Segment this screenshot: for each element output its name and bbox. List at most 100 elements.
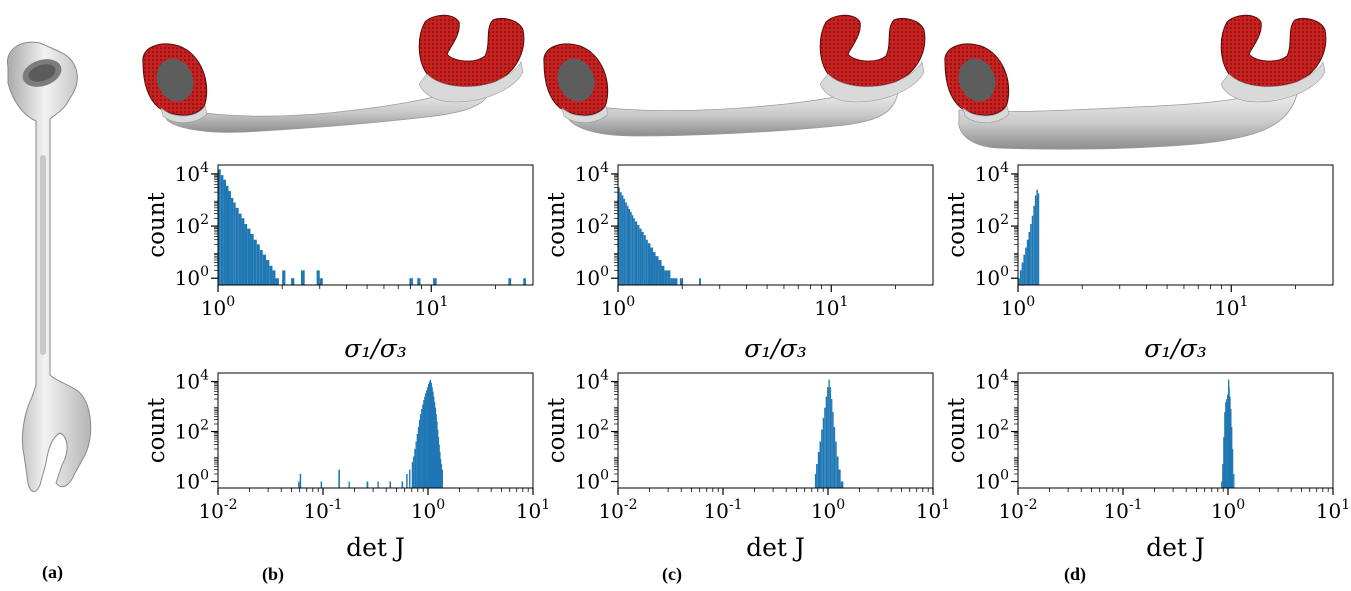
histogram-bar (401, 481, 404, 488)
histogram-bar (653, 252, 656, 285)
histogram-bar (437, 429, 439, 488)
histogram-bar (658, 260, 662, 285)
y-tick-label: 102 (575, 212, 609, 238)
x-tick-label: 10-1 (1103, 497, 1142, 523)
y-tick-label: 100 (975, 468, 1009, 494)
histogram-bar (1033, 205, 1035, 285)
histogram-bar (426, 390, 428, 488)
histogram-bar (423, 400, 425, 488)
subfigure-label-d: (d) (1064, 564, 1086, 584)
histogram-bar (633, 218, 635, 285)
histogram-bar (298, 481, 300, 488)
histogram-bar (420, 414, 422, 488)
histogram-bar (827, 387, 829, 488)
histogram-bar (828, 379, 830, 488)
histogram-bar (840, 481, 844, 488)
histogram-bar (825, 396, 828, 488)
x-tick-label: 100 (411, 497, 445, 523)
histogram-bar (253, 239, 257, 285)
histogram-bar (421, 408, 423, 488)
x-tick-label: 10-2 (998, 497, 1037, 523)
histogram-bar (1021, 262, 1024, 285)
histogram-bar (618, 187, 620, 285)
histogram-bar (259, 250, 263, 285)
histogram-bar (1030, 224, 1032, 285)
histogram-bar (429, 379, 432, 488)
histogram-bar (833, 427, 836, 488)
y-tick-label: 102 (175, 212, 209, 238)
histogram-bar (422, 404, 424, 488)
ring-head-base (561, 105, 609, 123)
histogram-bar (625, 202, 627, 285)
histogram-bar (667, 270, 671, 285)
histogram-bar (438, 444, 440, 488)
histogram-bar (661, 265, 665, 285)
histogram-bar (413, 456, 415, 488)
histogram-bar (824, 407, 826, 488)
open-head-base (1220, 61, 1326, 103)
histogram-bar (628, 209, 631, 285)
x-axis-label: det J (1146, 533, 1205, 562)
histogram-bar (417, 278, 421, 285)
x-tick-label: 100 (1001, 294, 1035, 320)
histogram-bar (1231, 449, 1234, 488)
histogram-bar (626, 205, 629, 285)
y-axis-label: count (544, 397, 570, 463)
histogram-bar (389, 481, 392, 488)
histogram-bar (637, 225, 640, 285)
plot-frame (1017, 164, 1334, 286)
ring-hole (557, 58, 595, 102)
histogram-bar (417, 427, 420, 488)
y-tick-label: 102 (975, 212, 1009, 238)
histogram-bar (433, 402, 436, 488)
y-tick-label: 104 (175, 368, 209, 394)
histogram-bar (416, 433, 418, 488)
histogram-bar (225, 185, 229, 285)
histogram-bar (228, 191, 231, 285)
x-tick-label: 101 (814, 294, 848, 320)
x-tick-label: 100 (1211, 497, 1245, 523)
histogram-bar (831, 399, 833, 488)
histogram-bar (630, 211, 632, 285)
histogram-bar (436, 421, 438, 488)
y-tick-label: 104 (175, 160, 209, 186)
y-tick-label: 104 (575, 160, 609, 186)
histogram-bar (631, 215, 634, 285)
histogram-bar (1221, 481, 1223, 488)
histogram-bar (418, 419, 421, 488)
histogram-bar (1228, 387, 1230, 488)
histogram-bar (1031, 215, 1034, 285)
histogram-bar (1230, 408, 1232, 488)
y-tick-label: 104 (575, 368, 609, 394)
histogram-bar (1233, 473, 1235, 488)
histogram-bar (822, 417, 825, 488)
histogram-bar (435, 414, 437, 488)
histogram-bar (523, 278, 526, 285)
histogram-bar (299, 473, 302, 488)
histogram-bar (1222, 464, 1224, 488)
histogram-bar (619, 192, 622, 285)
ring-head-base (962, 105, 1010, 123)
plot-frame (217, 164, 534, 286)
deformed-wrench-b (142, 14, 525, 133)
histogram-bar (639, 228, 642, 285)
histogram-bar (1223, 437, 1225, 488)
histogram-bar (256, 244, 260, 285)
histogram-bar (415, 441, 417, 488)
y-tick-label: 104 (975, 368, 1009, 394)
ring-head-base (160, 105, 208, 123)
y-axis-label: count (944, 397, 970, 463)
y-tick-label: 104 (975, 160, 1009, 186)
histogram-bar (819, 441, 822, 488)
histogram-bar (266, 260, 270, 285)
histogram-bar (1025, 247, 1027, 285)
histogram-bar (1227, 394, 1229, 488)
histogram-bar (1229, 396, 1231, 488)
histogram-bar (262, 254, 267, 285)
x-tick-label: 100 (201, 294, 235, 320)
histogram-bar (241, 218, 245, 285)
histogram-bar (425, 392, 427, 488)
